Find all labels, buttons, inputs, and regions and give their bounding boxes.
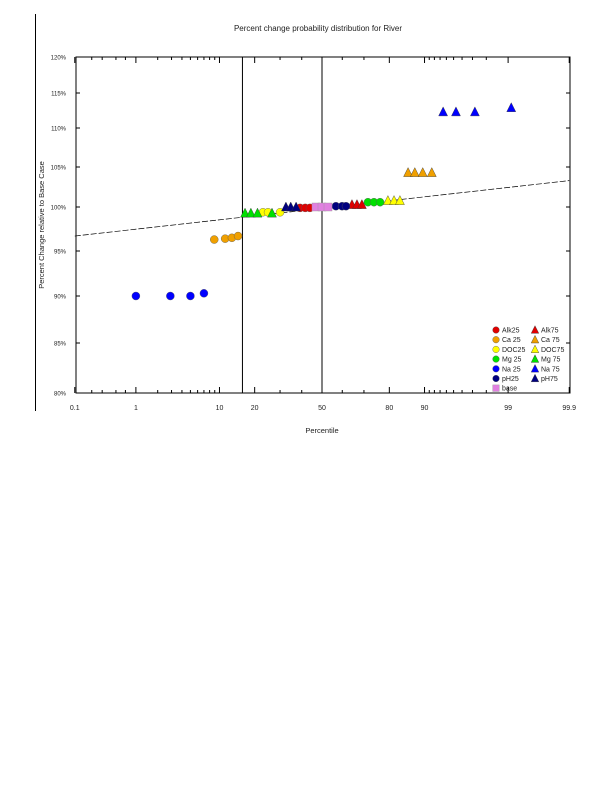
legend-label: DOC25 (502, 347, 525, 354)
legend-label: base (502, 386, 517, 393)
y-tick-label: 95% (54, 250, 67, 256)
data-point-base (323, 202, 333, 212)
data-point-na75 (451, 106, 461, 117)
data-point-ca75 (426, 167, 437, 177)
data-point-doc75 (395, 195, 405, 205)
data-point-doc75 (383, 195, 393, 205)
legend-label: Mg 25 (502, 357, 522, 364)
legend-label: Ca 25 (502, 337, 521, 344)
data-point-na75 (438, 106, 448, 117)
data-point-na75 (506, 102, 517, 112)
y-tick-label: 110% (51, 127, 67, 133)
page-border-line (35, 14, 36, 411)
x-tick-label: 20 (251, 405, 259, 412)
y-tick-label: 80% (54, 392, 67, 398)
data-point-ca75 (403, 167, 413, 177)
legend-marker-mg75 (530, 354, 540, 363)
legend-marker-ph75 (530, 373, 540, 382)
x-tick-label: 90 (421, 405, 429, 412)
legend-label: Na 75 (541, 366, 560, 373)
data-point-ph25 (341, 201, 351, 211)
legend-marker-na25 (492, 365, 500, 373)
data-point-na75 (470, 106, 480, 117)
data-point-doc75 (389, 195, 399, 205)
legend-label: pH25 (502, 376, 519, 383)
legend-label: Ca 75 (541, 337, 560, 344)
data-point-na25 (166, 291, 175, 301)
x-tick-label: 80 (385, 405, 393, 412)
legend-marker-ca75 (530, 334, 540, 344)
y-tick-label: 115% (51, 92, 67, 98)
data-point-ca75 (417, 167, 428, 177)
legend: Alk25 Ca 25 DOC25 Mg 25 Na 25 pH25 base Alk75 Ca… (492, 325, 564, 393)
x-axis-label: Percentile (305, 426, 338, 435)
y-axis-label: Percent Change relative to Base Case (37, 161, 46, 289)
data-point-ca25 (210, 235, 219, 244)
data-point-ca75 (409, 167, 420, 177)
y-tick-label: 85% (54, 342, 67, 348)
data-point-na25 (199, 289, 209, 298)
legend-marker-doc25 (492, 345, 500, 353)
legend-label: DOC75 (541, 347, 564, 354)
legend-marker-alk25 (492, 326, 500, 334)
legend-label: Alk25 (502, 328, 520, 335)
y-tick-label: 90% (54, 295, 67, 301)
data-point-na25 (186, 291, 195, 301)
y-tick-label: 105% (51, 166, 67, 172)
x-tick-label: 10 (216, 405, 224, 412)
data-point-alk75 (357, 199, 367, 209)
y-tick-label: 120% (51, 56, 67, 62)
data-point-mg25 (375, 197, 385, 207)
legend-label: Mg 75 (541, 357, 561, 364)
plot-frame (75, 56, 571, 394)
y-tick-label: 100% (51, 206, 67, 212)
legend-marker-ca25 (492, 336, 500, 344)
legend-label: Na 25 (502, 366, 521, 373)
x-tick-label: 1 (134, 405, 138, 412)
data-point-ca25 (233, 231, 243, 241)
data-point-na25 (131, 291, 141, 301)
x-tick-label: 99.9 (562, 405, 576, 412)
legend-label: pH75 (541, 376, 558, 383)
data-point-mg75 (246, 207, 256, 218)
data-point-mg75 (252, 207, 263, 218)
data-point-mg75 (267, 207, 277, 218)
x-tick-label: 50 (318, 405, 326, 412)
chart-title: Percent change probability distribution … (234, 24, 402, 33)
legend-marker-mg25 (492, 355, 500, 363)
legend-marker-base (492, 384, 500, 392)
legend-marker-na75 (530, 364, 540, 373)
x-tick-label: 99 (504, 405, 512, 412)
legend-marker-doc75 (530, 344, 540, 353)
x-tick-label: 0.1 (70, 405, 80, 412)
legend-label: Alk75 (541, 328, 559, 335)
legend-marker-alk75 (530, 325, 540, 334)
data-point-ph75 (291, 201, 301, 212)
legend-marker-ph25 (492, 375, 500, 383)
